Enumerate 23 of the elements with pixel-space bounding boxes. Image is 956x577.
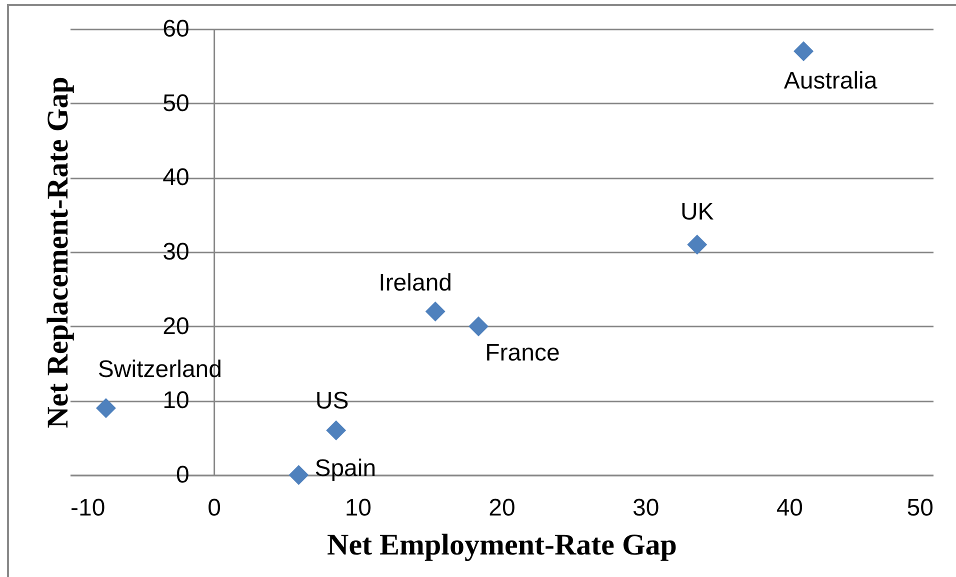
annotation: Australia [784,67,878,94]
y-tick-label: 20 [162,312,190,340]
x-tick-label: 0 [208,494,222,522]
annotation: Ireland [378,269,452,296]
annotation: Spain [314,455,376,482]
x-tick-label: 50 [906,494,934,522]
x-tick-label: 30 [632,494,660,522]
y-tick-label: 0 [176,462,190,488]
x-tick-label: -10 [70,494,106,522]
y-tick-label: 60 [162,16,190,42]
y-axis-title: Net Replacement-Rate Gap [42,76,74,428]
x-tick-label: 20 [488,494,516,522]
annotation: Switzerland [98,356,222,384]
annotation: UK [680,198,714,226]
x-axis-title: Net Employment-Rate Gap [327,528,677,562]
x-tick-label: 40 [776,494,804,522]
y-tick-label: 10 [162,387,190,414]
annotation: France [485,339,560,366]
y-tick-label: 40 [162,164,190,192]
x-tick-label: 10 [344,494,372,522]
annotation: US [315,387,349,414]
y-tick-label: 50 [162,90,190,117]
y-tick-label: 30 [162,238,190,266]
